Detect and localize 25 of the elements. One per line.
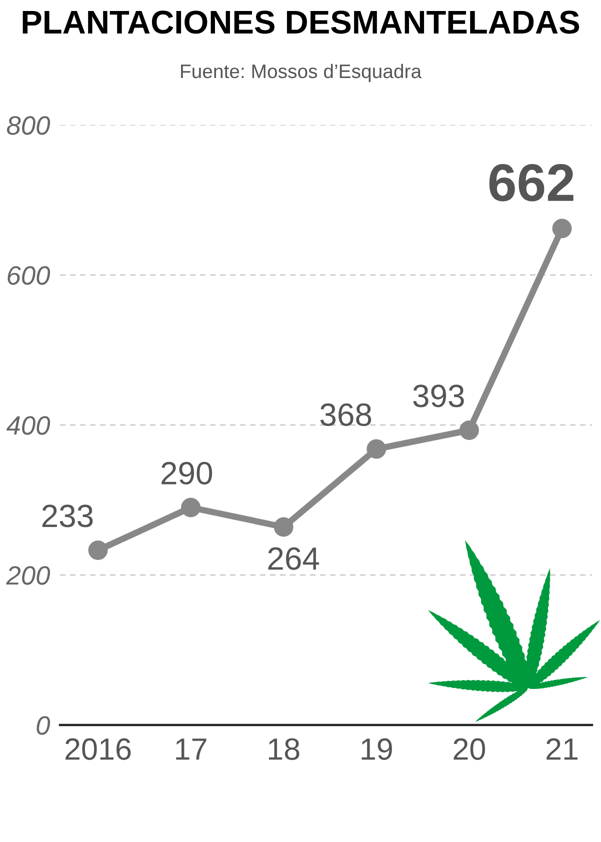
x-tick-label: 19: [362, 738, 392, 760]
point: [552, 218, 572, 238]
x-tick-label: 2016: [66, 738, 131, 760]
x-tick-label: 21: [546, 738, 578, 760]
point: [181, 498, 201, 518]
data-label: 368: [320, 403, 372, 426]
chart-title: PLANTACIONES DESMANTELADAS: [22, 10, 580, 34]
data-label: 233: [42, 504, 93, 528]
y-tick-label: 400: [6, 416, 50, 435]
x-tick-label: 20: [454, 738, 485, 760]
y-tick-label: 800: [6, 116, 50, 135]
chart-subtitle: Fuente: Mossos d’Esquadra: [181, 64, 422, 82]
y-tick-label: 600: [8, 266, 50, 285]
x-tick-label: 18: [268, 738, 300, 760]
data-label: 264: [268, 547, 320, 570]
data-label: 290: [162, 462, 212, 485]
point: [88, 540, 108, 560]
data-label: 662: [489, 164, 574, 202]
x-tick-label: 17: [176, 738, 206, 760]
data-label: 393: [413, 384, 464, 408]
point: [459, 420, 479, 440]
point: [274, 517, 294, 537]
point: [366, 439, 386, 459]
y-tick-label: 200: [6, 566, 50, 585]
y-tick-label: 0: [36, 716, 50, 735]
